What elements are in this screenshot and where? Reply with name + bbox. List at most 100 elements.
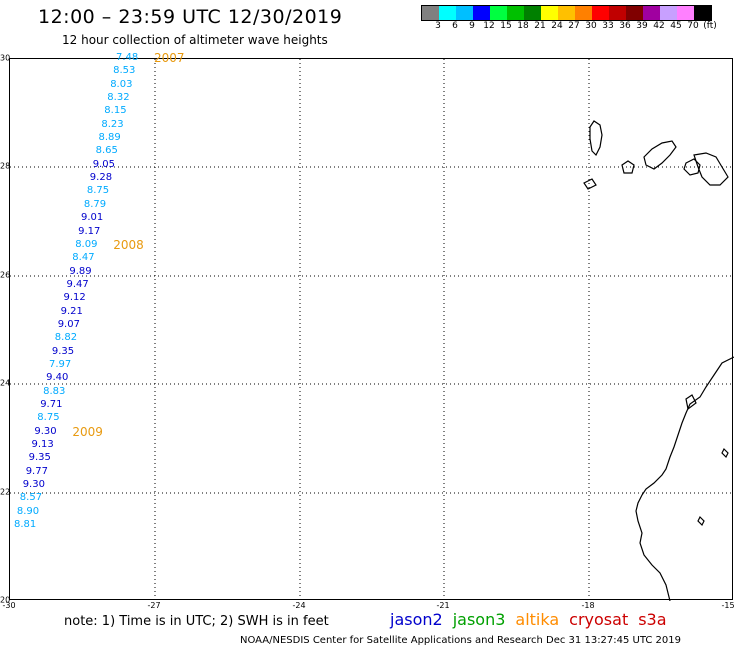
legend-entry: s3a <box>638 610 667 629</box>
lon-label: -15 <box>721 601 735 610</box>
lat-label: 26 <box>0 270 11 280</box>
graticule <box>10 59 734 601</box>
colorbar-swatch <box>660 6 677 20</box>
colorbar-swatch <box>524 6 541 20</box>
legend-entry: altika <box>515 610 560 629</box>
lat-label: 30 <box>0 53 11 63</box>
colorbar-swatch <box>507 6 524 20</box>
wave-height-label: 8.75 <box>37 412 60 424</box>
wave-height-label: 9.01 <box>81 212 104 224</box>
map-subtitle: 12 hour collection of altimeter wave hei… <box>62 33 328 47</box>
colorbar-swatch <box>677 6 694 20</box>
coastline <box>583 120 734 601</box>
colorbar-label: 18 <box>517 21 529 31</box>
islet-2 <box>721 447 729 459</box>
wave-height-label: 9.21 <box>60 305 83 317</box>
wave-height-label: 9.30 <box>34 425 57 437</box>
wave-height-label: 9.05 <box>92 158 115 170</box>
legend-entry: cryosat <box>569 610 629 629</box>
wave-height-label: 9.35 <box>51 345 75 357</box>
colorbar-swatch <box>575 6 592 20</box>
islet-1 <box>697 515 705 527</box>
colorbar-swatch <box>490 6 507 20</box>
island-gomera <box>621 160 635 174</box>
island-tenerife <box>643 140 677 170</box>
lat-label: 24 <box>0 378 11 388</box>
wave-height-label: 8.90 <box>16 505 40 517</box>
wave-height-label: 7.48 <box>116 52 139 63</box>
lon-label: -18 <box>581 601 595 610</box>
colorbar <box>421 5 712 21</box>
lon-label: -30 <box>2 601 16 610</box>
footnote: note: 1) Time is in UTC; 2) SWH is in fe… <box>64 614 329 629</box>
wave-height-label: 8.32 <box>107 92 130 103</box>
map-frame <box>9 58 734 601</box>
colorbar-label: 27 <box>568 21 580 31</box>
legend-entry: jason3 <box>452 610 506 629</box>
wave-height-label: 8.75 <box>86 185 110 197</box>
colorbar-swatch <box>422 6 439 20</box>
west-sahara-inlet <box>685 394 697 411</box>
colorbar-swatch <box>694 6 711 20</box>
island-fuerteventura <box>693 152 729 186</box>
wave-height-label: 9.12 <box>63 292 86 304</box>
wave-height-label: 8.03 <box>110 78 133 90</box>
colorbar-swatch <box>473 6 490 20</box>
year-label: 2009 <box>72 424 103 439</box>
legend-entry: jason2 <box>390 610 443 629</box>
colorbar-label: 9 <box>469 21 475 31</box>
colorbar-label: 30 <box>585 21 597 31</box>
wave-height-label: 8.09 <box>75 238 98 250</box>
wave-height-label: 8.15 <box>104 105 127 117</box>
africa-coast <box>635 356 734 601</box>
wave-height-label: 8.83 <box>43 385 66 397</box>
wave-height-label: 8.23 <box>101 118 124 130</box>
wave-height-label: 9.40 <box>46 372 69 384</box>
lat-label: 28 <box>0 161 11 171</box>
wave-height-label: 9.07 <box>57 318 80 330</box>
wave-height-label: 9.47 <box>66 278 89 290</box>
wave-height-label: 9.71 <box>40 398 63 410</box>
colorbar-swatch <box>643 6 660 20</box>
colorbar-label: 45 <box>670 21 682 31</box>
colorbar-label: (ft) <box>703 21 717 31</box>
wave-height-label: 8.89 <box>98 132 121 144</box>
wave-height-label: 9.77 <box>25 465 48 477</box>
map-title: 12:00 – 23:59 UTC 12/30/2019 <box>38 6 343 28</box>
map-canvas <box>10 59 734 601</box>
colorbar-swatch <box>439 6 456 20</box>
lat-label: 20 <box>0 595 11 605</box>
colorbar-label: 6 <box>452 21 458 31</box>
colorbar-label: 3 <box>435 21 441 31</box>
colorbar-swatch <box>592 6 609 20</box>
lon-label: -27 <box>147 601 161 610</box>
year-label: 2008 <box>113 237 144 252</box>
wave-height-label: 9.35 <box>28 452 51 464</box>
wave-height-label: 8.53 <box>113 65 136 77</box>
wave-height-label: 8.79 <box>83 198 107 210</box>
colorbar-label: 39 <box>636 21 648 31</box>
island-la-palma <box>589 120 603 157</box>
colorbar-label: 36 <box>619 21 631 31</box>
colorbar-label: 33 <box>602 21 614 31</box>
colorbar-label: 21 <box>534 21 546 31</box>
wave-height-label: 8.57 <box>19 492 43 504</box>
wave-height-label: 9.30 <box>22 479 45 490</box>
colorbar-label: 15 <box>500 21 512 31</box>
wave-height-label: 8.65 <box>95 145 118 157</box>
colorbar-swatch <box>626 6 643 20</box>
colorbar-label: 24 <box>551 21 563 31</box>
colorbar-swatch <box>558 6 575 20</box>
colorbar-label: 12 <box>483 21 495 31</box>
wave-height-label: 9.28 <box>89 172 113 184</box>
wave-height-label: 9.13 <box>31 438 54 450</box>
lat-label: 22 <box>0 487 11 497</box>
wave-height-label: 7.97 <box>49 358 72 370</box>
lon-label: -21 <box>436 601 450 610</box>
wave-height-label: 8.47 <box>72 252 95 264</box>
island-gran-canaria <box>683 158 701 176</box>
satellite-legend: jason2 jason3 altika cryosat s3a <box>390 610 677 629</box>
wave-height-label: 9.17 <box>78 225 101 237</box>
colorbar-swatch <box>609 6 626 20</box>
wave-height-label: 8.82 <box>54 332 78 344</box>
